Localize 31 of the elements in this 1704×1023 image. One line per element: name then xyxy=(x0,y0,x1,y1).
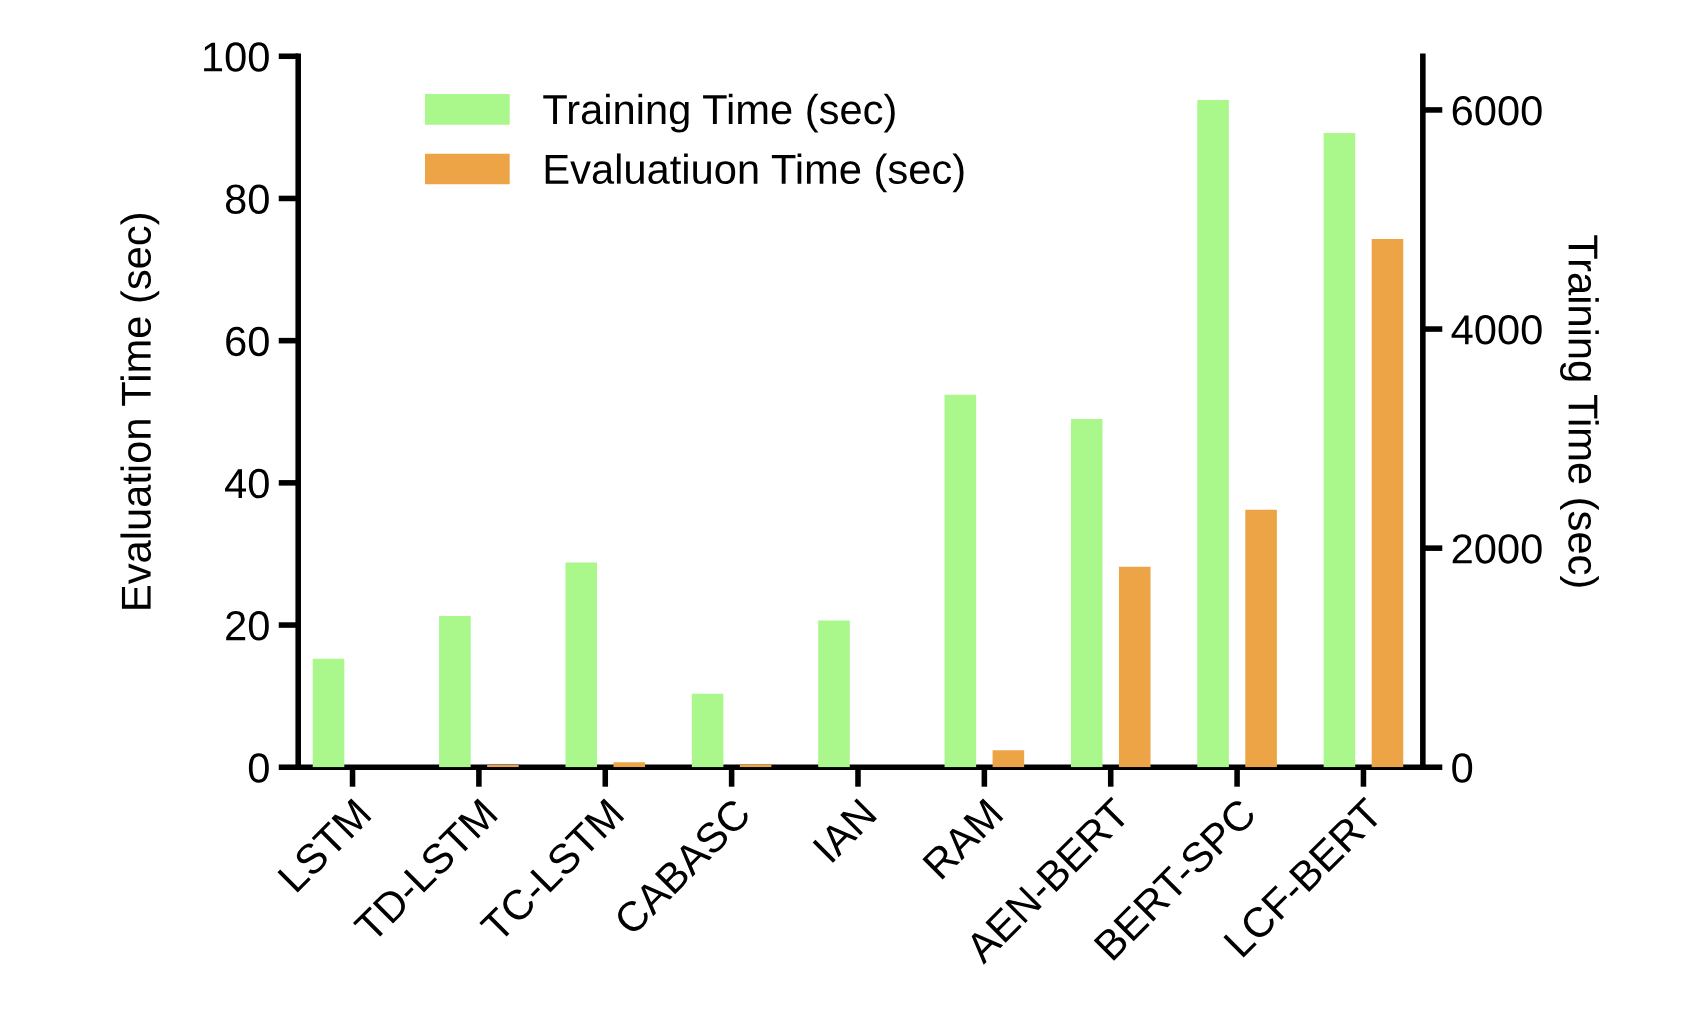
bar xyxy=(565,562,598,768)
y-tick-label: 0 xyxy=(248,753,269,783)
bar xyxy=(312,658,345,768)
bar xyxy=(1245,509,1277,768)
bar xyxy=(1371,238,1404,768)
y2-axis-title: Training Time (sec) xyxy=(1560,235,1599,587)
y-tick-label: 20 xyxy=(226,611,269,641)
y2-tick-label: 6000 xyxy=(1452,95,1542,126)
y-tick-label: 100 xyxy=(204,42,269,72)
bar xyxy=(1323,132,1356,768)
x-tick-label: IAN xyxy=(812,798,877,863)
bar xyxy=(1118,566,1151,768)
bar xyxy=(487,765,519,768)
bar xyxy=(1197,100,1229,768)
y-axis-title: Evaluation Time (sec) xyxy=(120,214,160,609)
y2-tick-label: 2000 xyxy=(1452,534,1542,564)
bar xyxy=(992,750,1025,768)
legend-label: Evaluatiuon Time (sec) xyxy=(545,153,964,193)
y-tick-label: 60 xyxy=(226,326,269,357)
bar xyxy=(739,764,772,768)
y-tick-label: 40 xyxy=(225,468,269,499)
y-tick-label: 80 xyxy=(225,184,269,214)
bar xyxy=(818,620,850,768)
bar xyxy=(944,394,977,768)
y2-tick-label: 0 xyxy=(1452,753,1473,783)
bar xyxy=(1070,418,1103,768)
bar xyxy=(691,693,724,768)
legend-label: Training Time (sec) xyxy=(543,93,895,133)
bar xyxy=(439,616,471,768)
y2-tick-label: 4000 xyxy=(1451,315,1542,345)
bar xyxy=(613,762,646,768)
